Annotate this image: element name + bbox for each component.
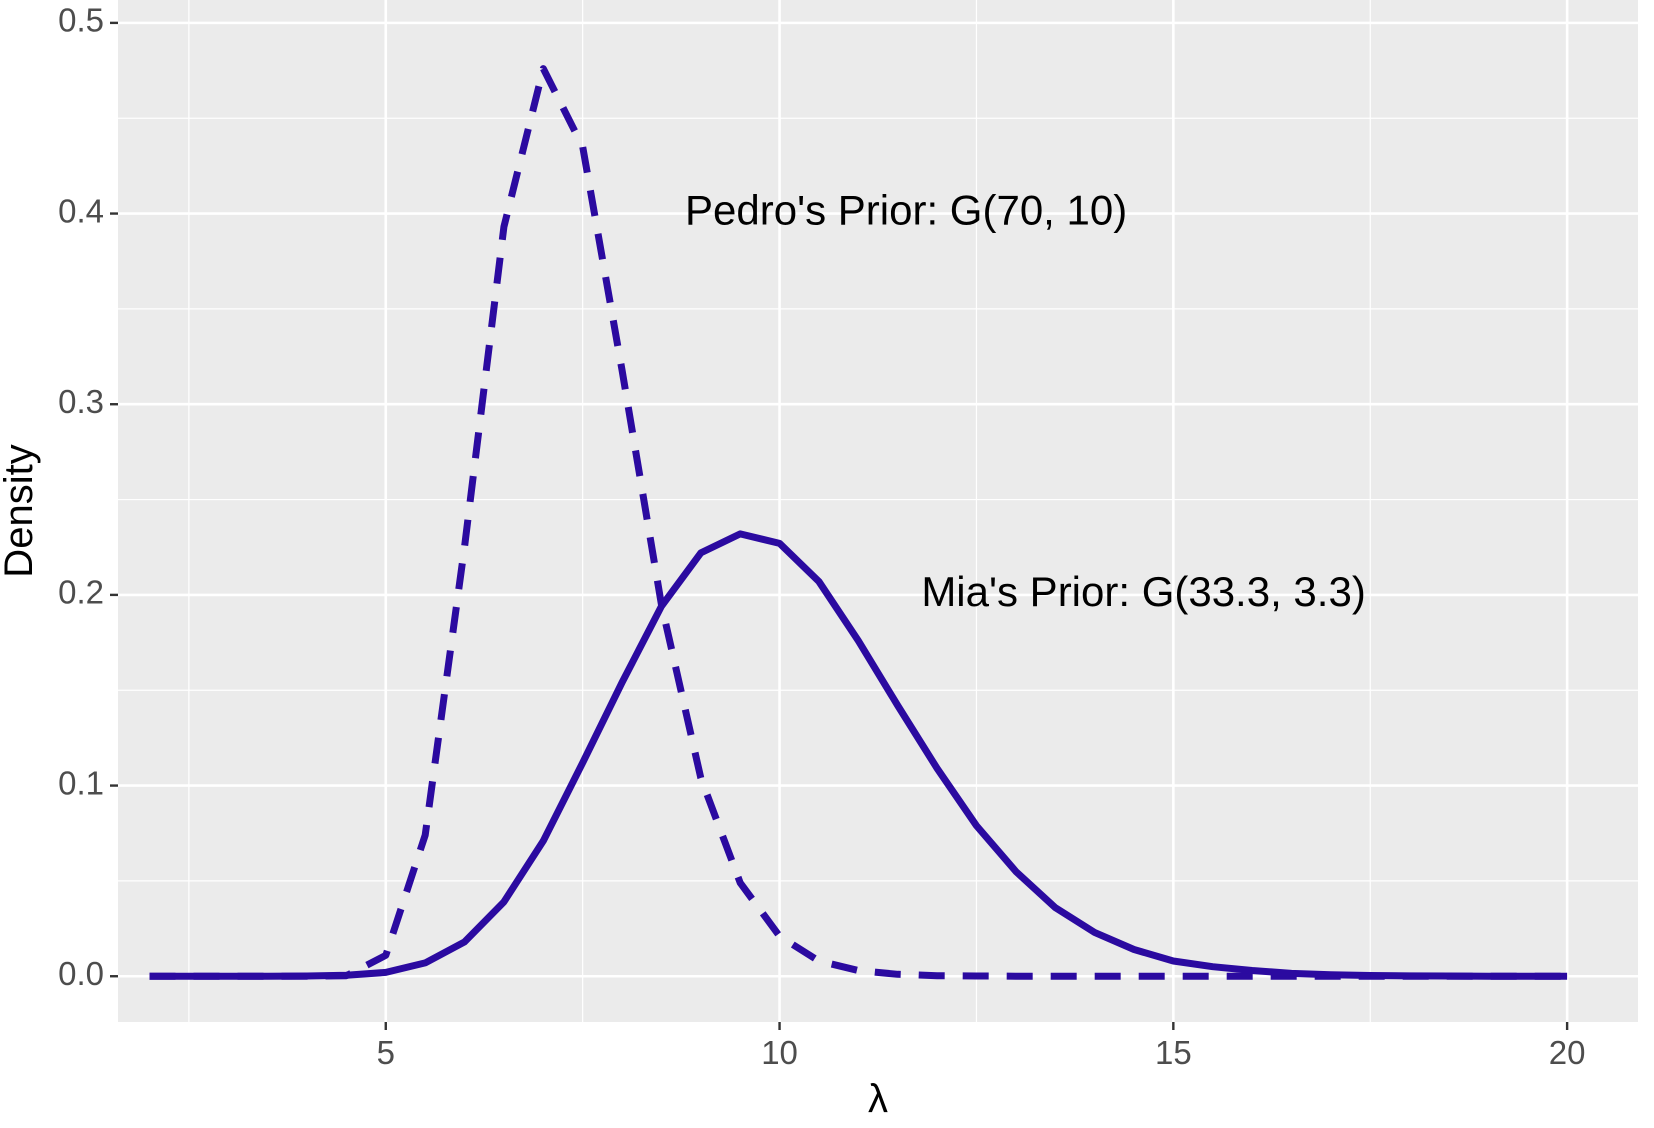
annotation-layer: Pedro's Prior: G(70, 10) Mia's Prior: G(3… bbox=[685, 187, 1366, 615]
y-tick-label: 0.4 bbox=[58, 192, 104, 229]
y-tick-label: 0.2 bbox=[58, 574, 104, 611]
pedro-prior-label: Pedro's Prior: G(70, 10) bbox=[685, 187, 1127, 234]
minor-gridlines bbox=[118, 0, 1638, 1022]
y-tick-label: 0.1 bbox=[58, 764, 104, 801]
x-tick-label: 10 bbox=[761, 1034, 798, 1071]
y-tick-label: 0.3 bbox=[58, 383, 104, 420]
series-layer bbox=[149, 65, 1568, 980]
y-tick-label: 0.5 bbox=[58, 2, 104, 39]
axis-ticks: 5 10 15 20 0.0 0.1 0.2 0.3 0.4 0.5 bbox=[58, 2, 1585, 1071]
panel-background bbox=[118, 0, 1638, 1022]
x-tick-label: 20 bbox=[1549, 1034, 1586, 1071]
x-tick-label: 15 bbox=[1155, 1034, 1192, 1071]
x-tick-label: 5 bbox=[377, 1034, 395, 1071]
y-tick-label: 0.0 bbox=[58, 955, 104, 992]
x-axis-title: λ bbox=[868, 1077, 888, 1121]
mia-prior-label: Mia's Prior: G(33.3, 3.3) bbox=[921, 568, 1366, 615]
mia-prior-solid-line bbox=[149, 530, 1568, 980]
y-axis-title: Density bbox=[0, 444, 41, 577]
